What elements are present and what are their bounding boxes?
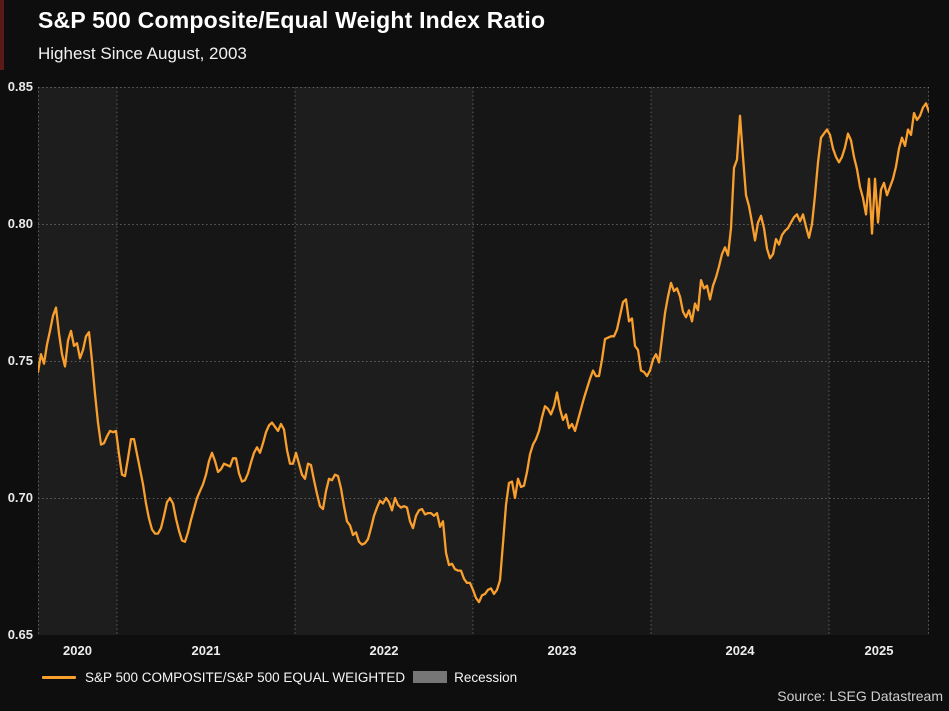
page-title: S&P 500 Composite/Equal Weight Index Rat… xyxy=(38,7,546,33)
x-tick-label: 2022 xyxy=(369,643,399,658)
recession-legend-label: Recession xyxy=(454,669,518,685)
plot-area xyxy=(36,87,931,636)
ratio-chart xyxy=(36,87,931,636)
series-legend-label: S&P 500 COMPOSITE/S&P 500 EQUAL WEIGHTED xyxy=(85,669,406,685)
source-credit: Source: LSEG Datastream xyxy=(777,688,943,704)
x-tick-label: 2025 xyxy=(864,643,894,658)
x-tick-label: 2023 xyxy=(547,643,577,658)
x-tick-label: 2020 xyxy=(63,643,92,658)
window-edge-accent xyxy=(0,0,4,70)
y-tick-label: 0.65 xyxy=(7,627,33,642)
legend: S&P 500 COMPOSITE/S&P 500 EQUAL WEIGHTED… xyxy=(42,668,525,686)
y-tick-label: 0.75 xyxy=(7,353,33,368)
x-tick-label: 2024 xyxy=(725,643,755,658)
x-tick-label: 2021 xyxy=(191,643,221,658)
ratio-line-series xyxy=(36,102,931,604)
y-tick-label: 0.80 xyxy=(7,216,33,231)
page-subtitle: Highest Since August, 2003 xyxy=(38,44,247,63)
y-tick-label: 0.70 xyxy=(7,490,33,505)
series-line-swatch xyxy=(42,675,76,679)
recession-swatch xyxy=(413,671,448,683)
y-tick-label: 0.85 xyxy=(7,79,33,94)
